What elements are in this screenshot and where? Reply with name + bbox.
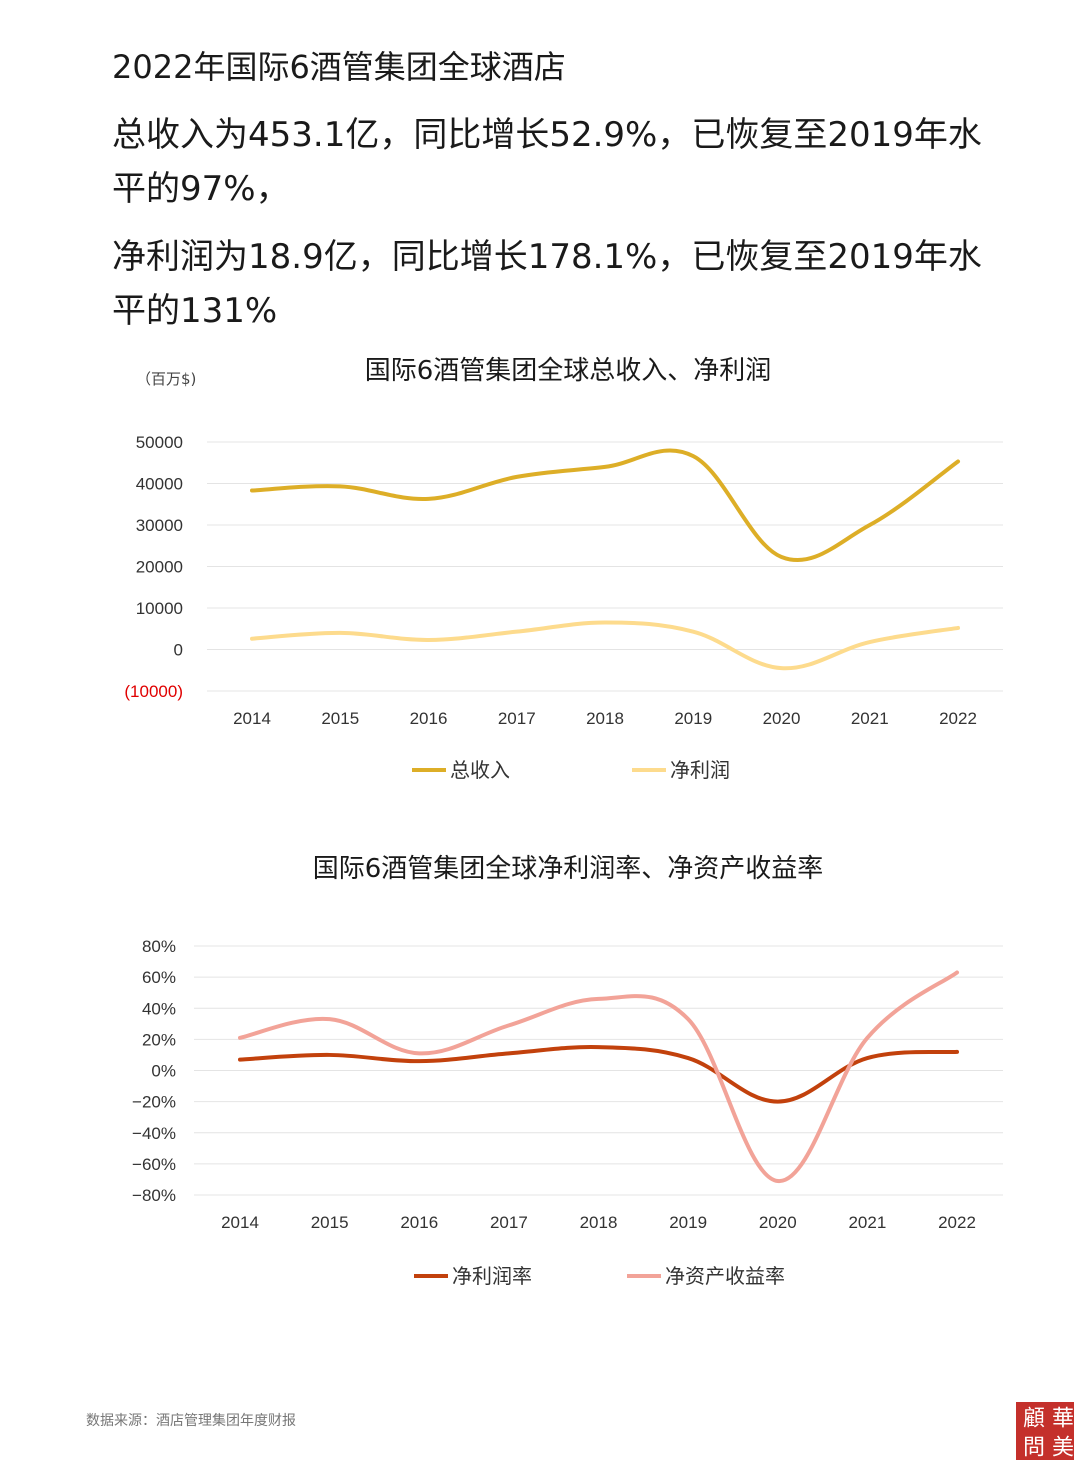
y-tick-label: −40% — [132, 1124, 176, 1143]
headline-revenue: 总收入为453.1亿，同比增长52.9%，已恢复至2019年水平的97%， — [112, 115, 982, 209]
y-tick-label: 0 — [174, 641, 183, 660]
y-tick-label: 20% — [142, 1030, 176, 1049]
x-tick-label: 2017 — [498, 709, 536, 728]
y-tick-label: 10000 — [136, 599, 183, 618]
x-tick-label: 2018 — [580, 1213, 618, 1232]
y-tick-label: 50000 — [136, 433, 183, 452]
x-tick-label: 2020 — [763, 709, 801, 728]
legend-label: 净资产收益率 — [665, 1264, 785, 1288]
x-tick-label: 2022 — [939, 709, 977, 728]
y-tick-label: 30000 — [136, 516, 183, 535]
y-tick-label: 40% — [142, 999, 176, 1018]
y-tick-label: −20% — [132, 1093, 176, 1112]
y-tick-label: −80% — [132, 1186, 176, 1205]
revenue-profit-chart: 50000 40000 30000 20000 10000 0 (10000) 2014 201… — [124, 433, 1003, 782]
x-tick-label: 2014 — [221, 1213, 259, 1232]
x-tick-label: 2022 — [938, 1213, 976, 1232]
chart1-title: 国际6酒管集团全球总收入、净利润 — [364, 356, 772, 386]
headline-title: 2022年国际6酒管集团全球酒店 — [112, 48, 566, 86]
x-tick-label: 2016 — [410, 709, 448, 728]
legend-label: 总收入 — [450, 758, 510, 782]
y-tick-label: 20000 — [136, 558, 183, 577]
source-note: 数据来源：酒店管理集团年度财报 — [86, 1413, 296, 1429]
y-tick-label: 40000 — [136, 475, 183, 494]
chart1-unit-label: （百万$) — [136, 370, 197, 388]
series-line-0 — [250, 448, 960, 563]
y-tick-label: 0% — [151, 1062, 176, 1081]
x-tick-label: 2016 — [400, 1213, 438, 1232]
chart2-title: 国际6酒管集团全球净利润率、净资产收益率 — [312, 854, 824, 884]
headline-profit: 净利润为18.9亿，同比增长178.1%，已恢复至2019年水平的131% — [112, 237, 982, 331]
series-line-0 — [238, 1045, 959, 1104]
x-tick-label: 2015 — [311, 1213, 349, 1232]
x-tick-label: 2021 — [848, 1213, 886, 1232]
y-tick-label: 60% — [142, 968, 176, 987]
series-line-1 — [250, 620, 960, 671]
y-tick-label: 80% — [142, 937, 176, 956]
legend-label: 净利润率 — [452, 1264, 532, 1288]
margin-roe-chart: 80% 60% 40% 20% 0% −20% −40% −60% −80% 2014 2015 20… — [132, 937, 1003, 1288]
x-tick-label: 2019 — [674, 709, 712, 728]
x-tick-label: 2015 — [321, 709, 359, 728]
x-tick-label: 2019 — [669, 1213, 707, 1232]
x-tick-label: 2021 — [851, 709, 889, 728]
x-tick-label: 2014 — [233, 709, 271, 728]
x-tick-label: 2018 — [586, 709, 624, 728]
y-tick-label: −60% — [132, 1155, 176, 1174]
series-line-1 — [238, 970, 959, 1183]
legend-label: 净利润 — [670, 758, 730, 782]
x-tick-label: 2020 — [759, 1213, 797, 1232]
y-tick-label: (10000) — [124, 682, 183, 701]
brand-seal-logo: 華美顧問 — [1016, 1402, 1074, 1460]
x-tick-label: 2017 — [490, 1213, 528, 1232]
